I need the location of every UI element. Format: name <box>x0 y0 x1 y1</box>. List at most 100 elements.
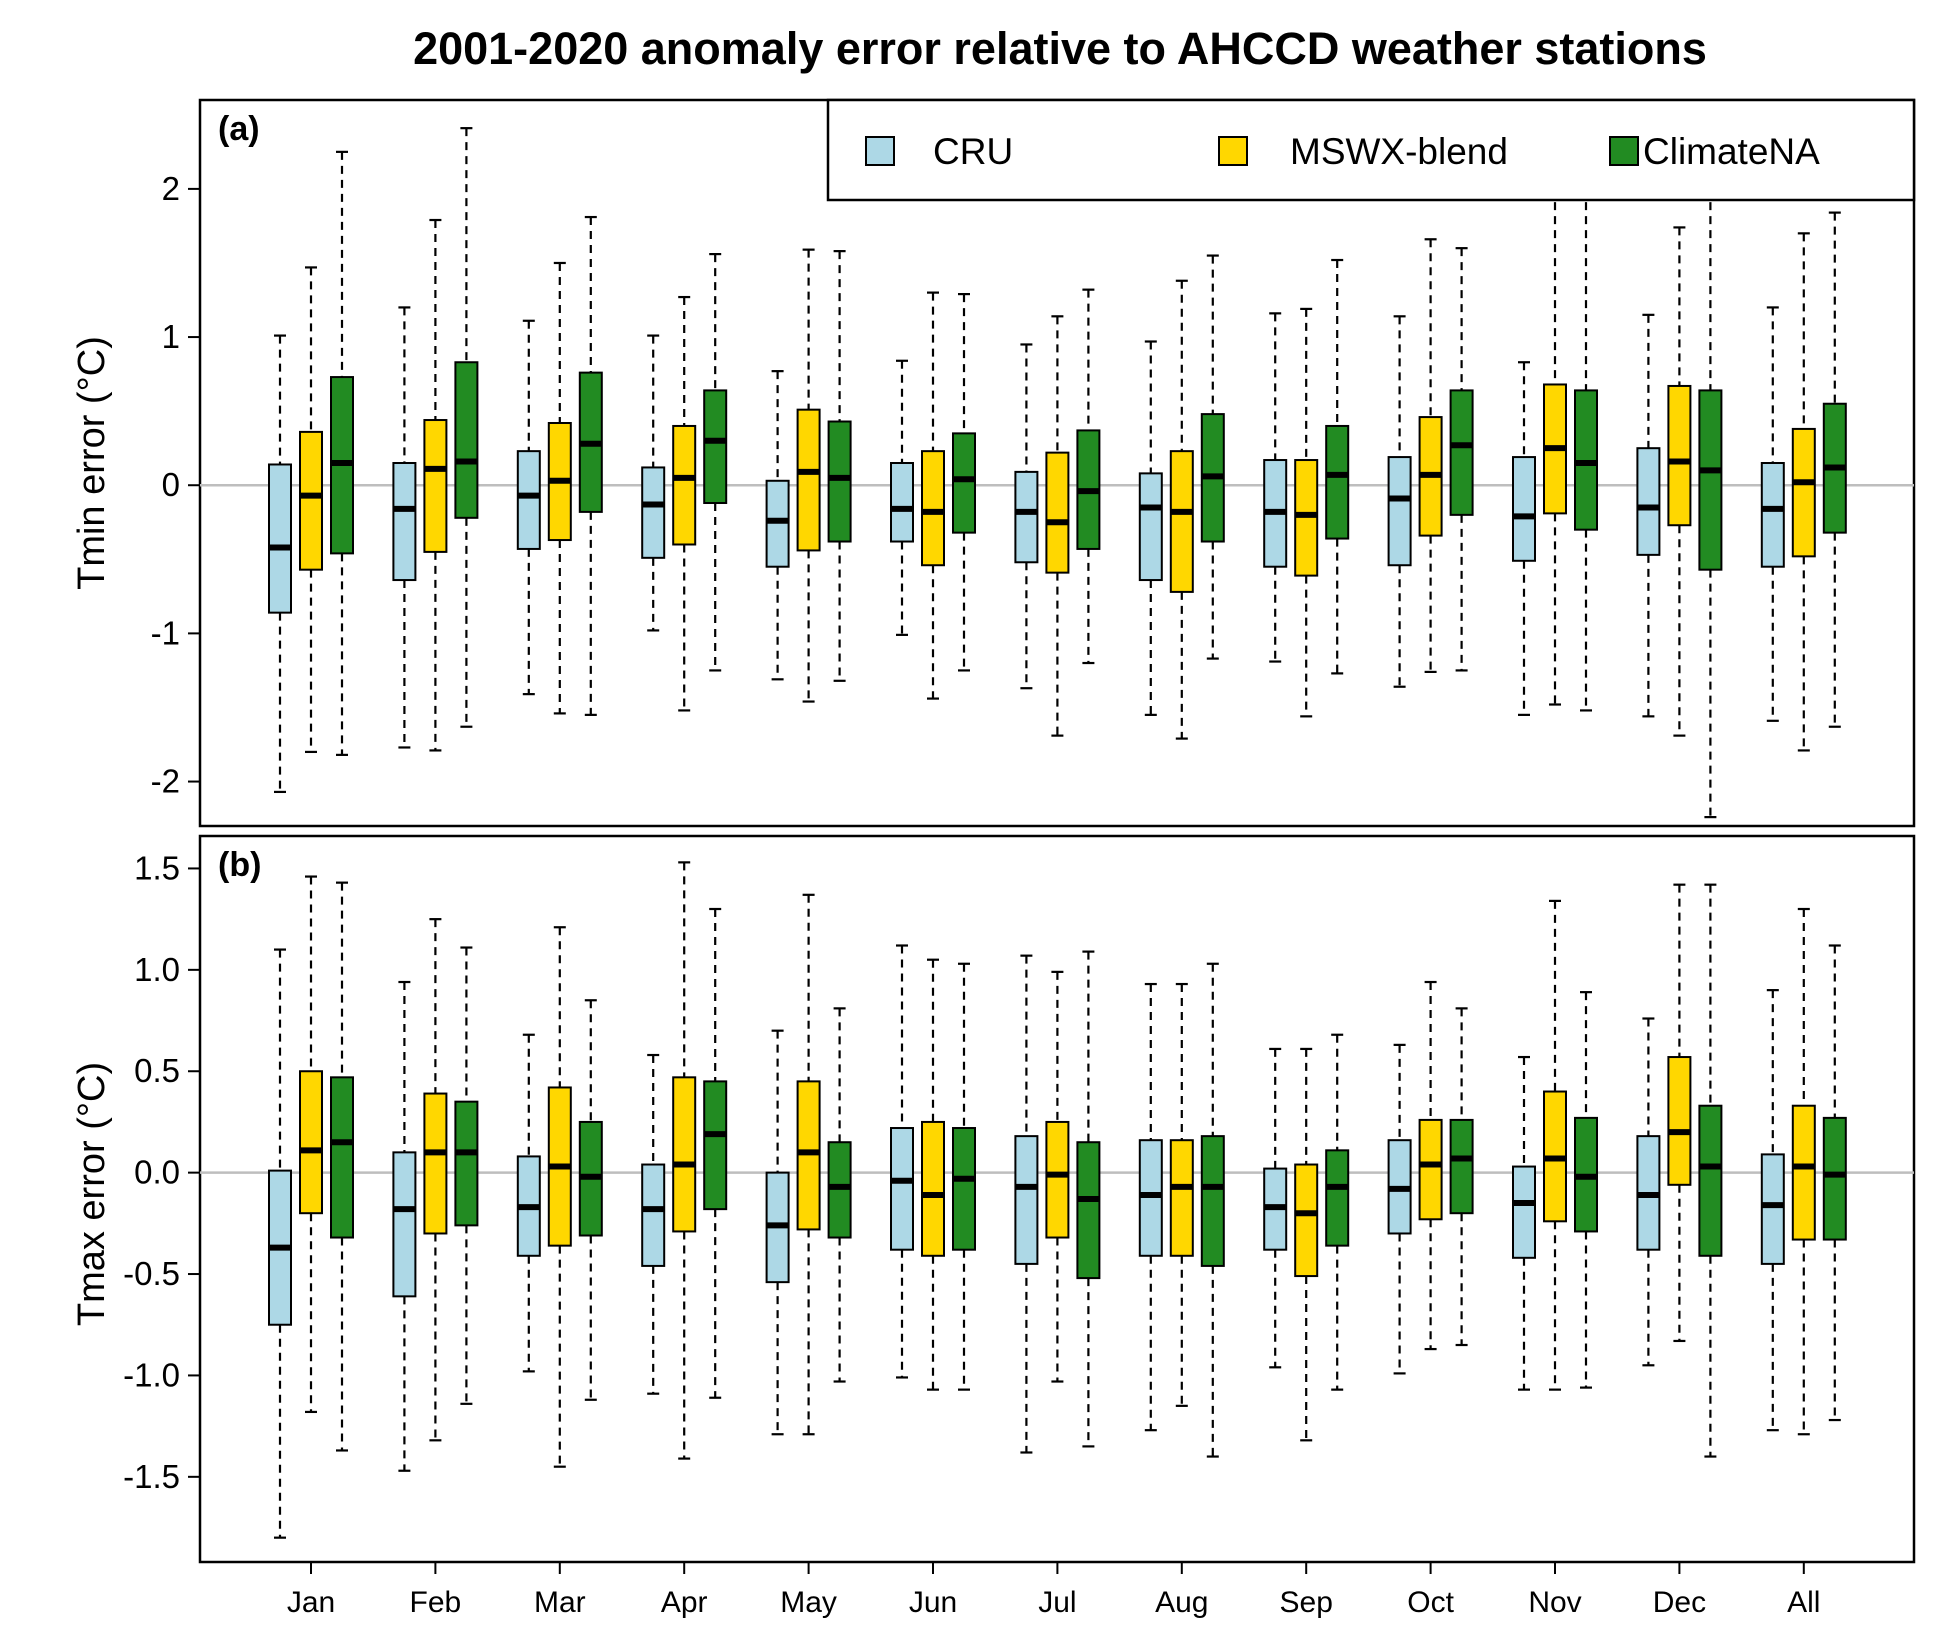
box-cru-feb <box>392 980 417 1472</box>
box-cru-oct <box>1387 1043 1412 1375</box>
y-tick-label: -0.5 <box>123 1255 180 1292</box>
box-mswx-blend-mar <box>547 261 572 715</box>
box-cru-jan <box>268 334 292 794</box>
box-climatena-may <box>827 1007 852 1383</box>
x-tick-label-aug: Aug <box>1155 1586 1208 1619</box>
iqr-box <box>952 432 976 534</box>
box-cru-feb <box>392 306 417 749</box>
panel-tmin: (a) Tmin error (°C) -2 -1 0 1 2 CRU MSWX-ble… <box>71 98 1916 828</box>
box-mswx-blend-all <box>1791 232 1816 752</box>
iqr-box <box>1791 427 1816 558</box>
iqr-box <box>921 450 945 567</box>
chart-title: 2001-2020 anomaly error relative to AHCC… <box>413 23 1707 74</box>
box-cru-mar <box>516 1033 541 1373</box>
box-climatena-mar <box>578 999 603 1401</box>
box-mswx-blend-dec <box>1667 226 1692 737</box>
iqr-box <box>1512 1165 1536 1259</box>
panel-label: (a) <box>218 110 260 148</box>
box-cru-sep <box>1263 312 1288 663</box>
box-cru-jul <box>1014 954 1039 1454</box>
y-tick-label: -1 <box>151 614 180 651</box>
iqr-box <box>952 1127 976 1251</box>
box-climatena-may <box>827 250 852 682</box>
x-tick-label-nov: Nov <box>1528 1586 1581 1619</box>
box-climatena-nov <box>1574 991 1598 1389</box>
iqr-box <box>1418 1118 1443 1221</box>
iqr-box <box>890 462 914 543</box>
box-mswx-blend-jan <box>299 266 323 754</box>
box-mswx-blend-sep <box>1294 1047 1319 1442</box>
box-cru-apr <box>641 334 666 632</box>
box-climatena-jan <box>330 150 354 756</box>
box-climatena-apr <box>703 252 728 672</box>
iqr-box <box>1138 1139 1163 1257</box>
iqr-box <box>516 450 541 550</box>
box-cru-aug <box>1138 340 1163 716</box>
box-cru-aug <box>1138 982 1163 1432</box>
iqr-box <box>1512 456 1536 562</box>
box-climatena-mar <box>578 215 603 716</box>
iqr-box <box>1076 1141 1101 1280</box>
box-cru-all <box>1760 306 1785 722</box>
iqr-box <box>796 408 821 552</box>
x-tick-label-sep: Sep <box>1280 1586 1333 1619</box>
iqr-box <box>1449 389 1474 516</box>
box-mswx-blend-feb <box>423 918 448 1442</box>
iqr-box <box>1636 447 1661 556</box>
legend: CRU MSWX-blend ClimateNA <box>826 98 1916 202</box>
iqr-box <box>1325 424 1350 540</box>
x-tick-label-all: All <box>1787 1586 1820 1619</box>
box-cru-nov <box>1512 1055 1536 1391</box>
iqr-box <box>641 1163 666 1267</box>
box-climatena-dec <box>1698 883 1723 1458</box>
box-cru-jun <box>890 944 914 1379</box>
box-cru-mar <box>516 319 541 696</box>
iqr-box <box>1698 389 1723 571</box>
box-mswx-blend-nov <box>1543 899 1567 1391</box>
iqr-box <box>1014 470 1039 564</box>
iqr-box <box>1138 472 1163 582</box>
box-cru-apr <box>641 1053 666 1395</box>
box-mswx-blend-mar <box>547 926 572 1468</box>
box-mswx-blend-may <box>796 248 821 703</box>
x-axis-labels: Jan Feb Mar Apr May Jun Jul Aug Sep Oct Nov Dec All <box>287 1562 1820 1619</box>
iqr-box <box>1822 1116 1847 1241</box>
legend-frame <box>826 98 1916 202</box>
box-climatena-jan <box>330 881 354 1452</box>
box-climatena-aug <box>1200 962 1225 1458</box>
box-cru-jul <box>1014 343 1039 690</box>
iqr-box <box>1045 451 1070 574</box>
iqr-box <box>423 419 448 553</box>
box-climatena-oct <box>1449 1007 1474 1347</box>
legend-swatch-cru <box>865 136 895 166</box>
box-climatena-feb <box>454 946 479 1405</box>
panel-tmax: (b) Tmax error (°C) -1.5 -1.0 -0.5 0.0 0.5 1.… <box>71 834 1916 1564</box>
iqr-box <box>921 1120 945 1257</box>
iqr-box <box>1045 1120 1070 1239</box>
y-tick-label: 0 <box>162 466 180 503</box>
box-mswx-blend-feb <box>423 218 448 752</box>
box-climatena-nov <box>1574 172 1598 712</box>
y-tick-label: 1.5 <box>134 849 180 886</box>
box-mswx-blend-jun <box>921 958 945 1391</box>
box-climatena-apr <box>703 907 728 1399</box>
box-mswx-blend-oct <box>1418 980 1443 1351</box>
iqr-box <box>890 1127 914 1251</box>
iqr-box <box>330 1076 354 1239</box>
box-mswx-blend-jul <box>1045 970 1070 1383</box>
iqr-box <box>423 1092 448 1235</box>
y-tick-label: 0.0 <box>134 1154 180 1191</box>
iqr-box <box>827 1141 852 1239</box>
y-tick-label: 1.0 <box>134 951 180 988</box>
box-mswx-blend-all <box>1791 907 1816 1436</box>
legend-swatch-mswx-blend <box>1218 136 1248 166</box>
iqr-box <box>1387 456 1412 567</box>
box-cru-dec <box>1636 1017 1661 1367</box>
box-climatena-all <box>1822 944 1847 1422</box>
box-mswx-blend-jun <box>921 291 945 700</box>
iqr-box <box>1760 1153 1785 1265</box>
y-axis-title: Tmin error (°C) <box>71 336 113 590</box>
box-cru-may <box>765 1029 790 1436</box>
box-cru-sep <box>1263 1047 1288 1369</box>
